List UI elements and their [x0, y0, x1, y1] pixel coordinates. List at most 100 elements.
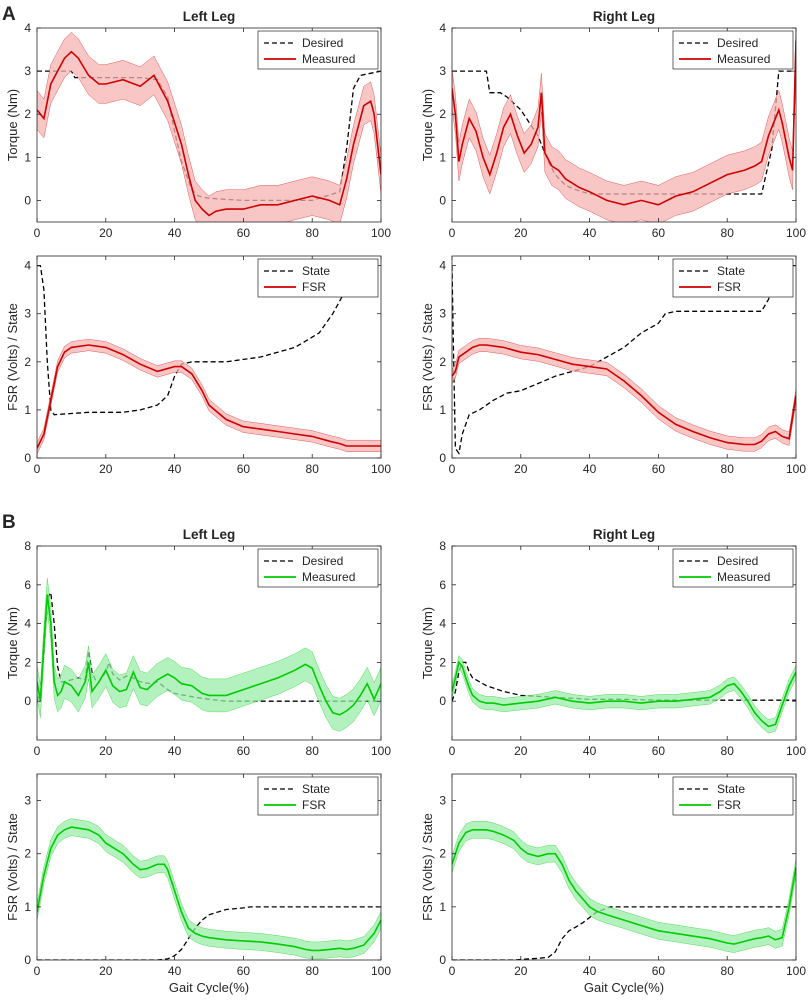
y-tick-label: 8: [439, 539, 446, 553]
x-tick-label: 20: [514, 964, 528, 978]
axes-frame: [36, 773, 382, 961]
y-axis-label: FSR (Volts) / State: [420, 813, 435, 921]
x-tick-label: 80: [721, 964, 735, 978]
y-tick-label: 2: [24, 655, 31, 669]
x-tick-label: 100: [371, 226, 391, 240]
series-line-measured: [37, 50, 381, 217]
series-line-fsr: [37, 344, 381, 449]
y-tick-label: 4: [24, 617, 31, 631]
series-line-measured: [452, 40, 796, 206]
x-tick-label: 80: [721, 744, 735, 758]
chart-title: Right Leg: [593, 527, 655, 542]
panel-label-a: A: [2, 4, 16, 25]
legend-label-fsr: FSR: [717, 798, 741, 812]
x-tick-label: 60: [237, 226, 251, 240]
x-tick-label: 80: [306, 964, 320, 978]
x-tick-label: 60: [652, 462, 666, 476]
y-tick-label: 2: [439, 655, 446, 669]
y-tick-label: 0: [439, 953, 446, 967]
series-line-desired: [37, 70, 381, 202]
x-tick-label: 20: [514, 462, 528, 476]
std-band-measured: [452, 28, 796, 222]
std-band-fsr: [37, 338, 381, 455]
x-tick-label: 60: [652, 744, 666, 758]
y-tick-label: 4: [24, 21, 31, 35]
y-tick-label: 3: [439, 794, 446, 808]
legend-box: [257, 258, 379, 298]
legend-box: [672, 258, 794, 298]
y-tick-label: 0: [24, 694, 31, 708]
x-tick-label: 0: [449, 744, 456, 758]
legend-label-desired: Desired: [302, 554, 343, 568]
x-tick-label: 20: [514, 744, 528, 758]
legend-label-measured: Measured: [302, 570, 355, 584]
y-tick-label: 4: [439, 259, 446, 273]
y-tick-label: 2: [439, 847, 446, 861]
x-tick-label: 40: [168, 964, 182, 978]
x-tick-label: 0: [449, 964, 456, 978]
legend-label-state: State: [717, 264, 745, 278]
legend-label-desired: Desired: [717, 554, 758, 568]
std-band-fsr: [452, 337, 796, 452]
x-axis-label: Gait Cycle(%): [169, 980, 249, 995]
chart-title: Left Leg: [183, 9, 236, 24]
chart-title: Right Leg: [593, 9, 655, 24]
y-tick-label: 0: [24, 451, 31, 465]
legend-label-desired: Desired: [717, 36, 758, 50]
y-tick-label: 2: [24, 355, 31, 369]
x-tick-label: 40: [583, 964, 597, 978]
legend-box: [672, 776, 794, 816]
x-tick-label: 60: [237, 462, 251, 476]
series-line-state: [452, 906, 796, 960]
legend-label-fsr: FSR: [717, 280, 741, 294]
series-line-fsr: [452, 344, 796, 446]
x-tick-label: 80: [306, 226, 320, 240]
legend-label-state: State: [717, 782, 745, 796]
chart-title: Left Leg: [183, 527, 236, 542]
x-tick-label: 40: [168, 744, 182, 758]
panel-label-b: B: [2, 512, 16, 533]
y-tick-label: 3: [24, 64, 31, 78]
x-tick-label: 100: [371, 744, 391, 758]
x-tick-label: 20: [514, 226, 528, 240]
y-axis-label: FSR (Volts) / State: [5, 303, 20, 411]
x-tick-label: 20: [99, 964, 113, 978]
y-tick-label: 1: [24, 403, 31, 417]
x-tick-label: 0: [449, 226, 456, 240]
y-tick-label: 0: [439, 451, 446, 465]
x-tick-label: 60: [237, 744, 251, 758]
x-tick-label: 40: [583, 744, 597, 758]
x-tick-label: 20: [99, 226, 113, 240]
y-tick-label: 1: [24, 150, 31, 164]
legend-label-state: State: [302, 782, 330, 796]
legend-box: [257, 776, 379, 816]
axes-frame: [451, 255, 797, 459]
y-axis-label: Torque (Nm): [5, 607, 20, 679]
legend-box: [257, 548, 379, 588]
y-tick-label: 6: [24, 578, 31, 592]
axes-frame: [36, 27, 382, 223]
y-tick-label: 8: [24, 539, 31, 553]
x-tick-label: 100: [786, 744, 806, 758]
y-axis-label: Torque (Nm): [5, 89, 20, 161]
x-tick-label: 40: [583, 462, 597, 476]
y-tick-label: 3: [439, 307, 446, 321]
legend-label-desired: Desired: [302, 36, 343, 50]
series-line-state: [37, 906, 381, 960]
axes-frame: [451, 773, 797, 961]
y-axis-label: Torque (Nm): [420, 89, 435, 161]
axes-frame: [451, 545, 797, 741]
y-tick-label: 4: [439, 617, 446, 631]
y-tick-label: 0: [24, 953, 31, 967]
legend-box: [672, 548, 794, 588]
x-tick-label: 0: [34, 744, 41, 758]
x-tick-label: 40: [168, 462, 182, 476]
legend-label-fsr: FSR: [302, 798, 326, 812]
x-tick-label: 80: [721, 462, 735, 476]
x-tick-label: 60: [652, 964, 666, 978]
std-band-measured: [452, 655, 796, 734]
legend-box: [672, 30, 794, 70]
y-axis-label: Torque (Nm): [420, 607, 435, 679]
x-tick-label: 60: [652, 226, 666, 240]
